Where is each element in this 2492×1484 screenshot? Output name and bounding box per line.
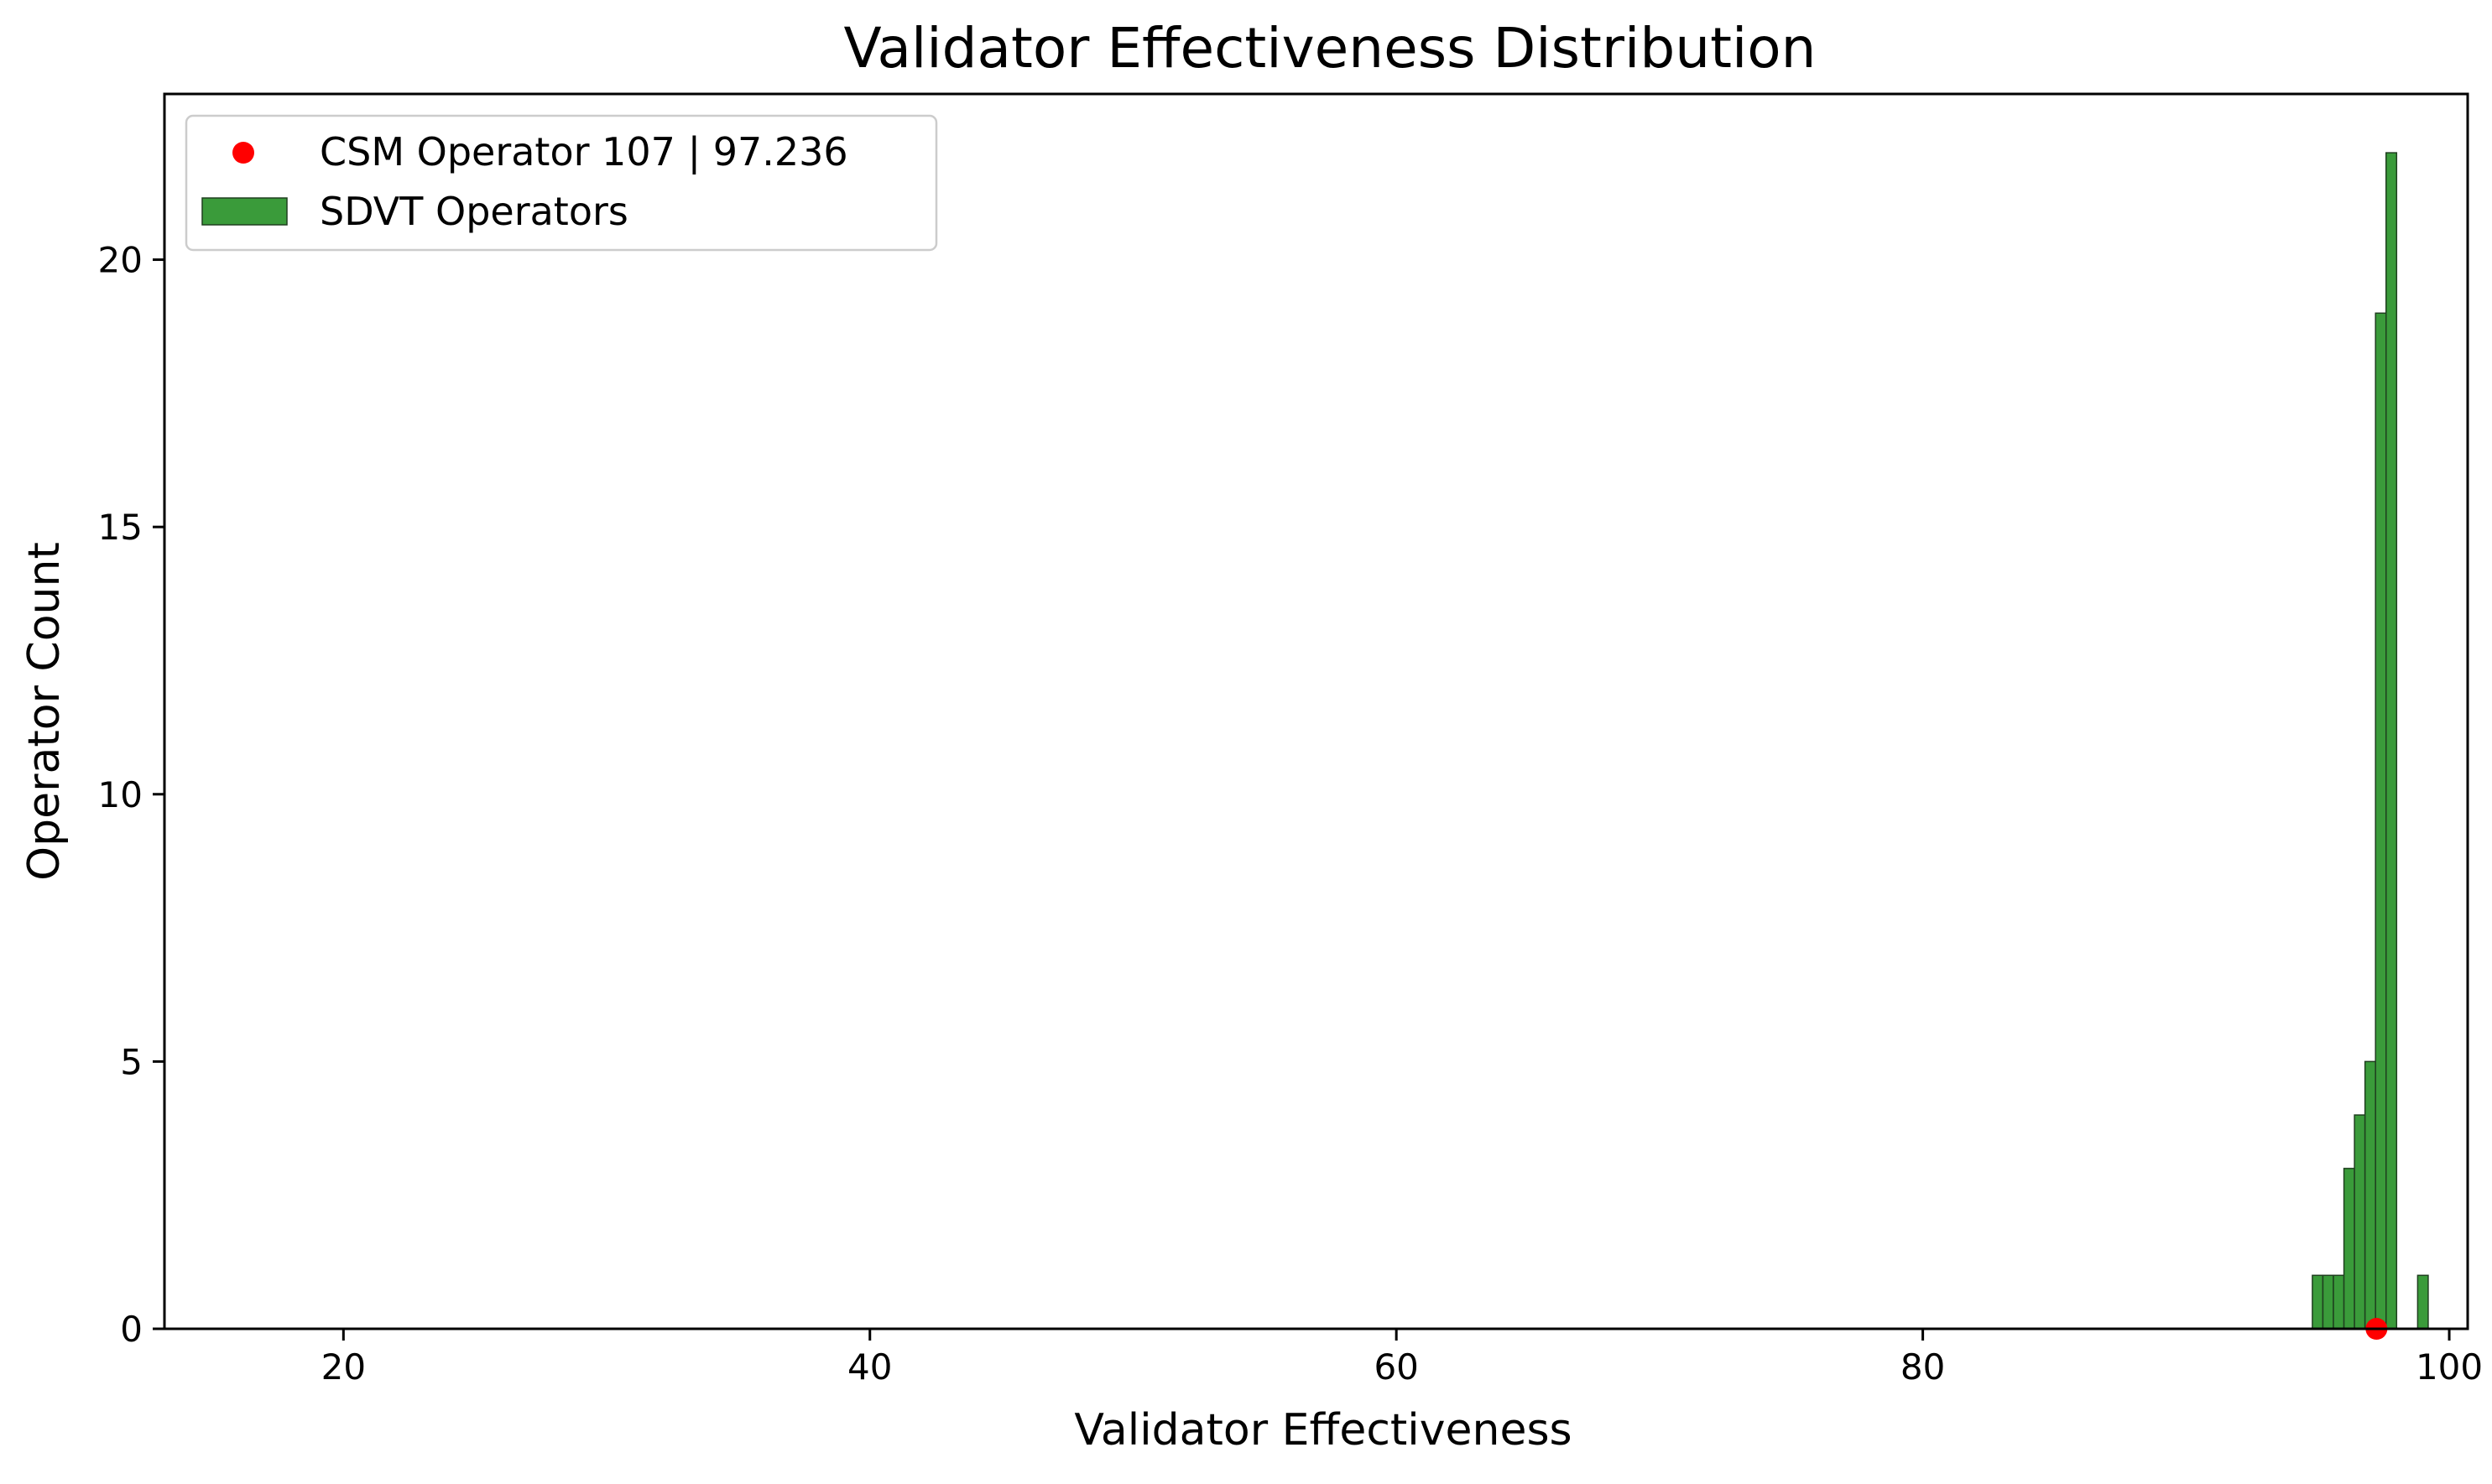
- x-tick-label: 20: [321, 1346, 366, 1388]
- y-tick-label: 0: [120, 1309, 143, 1350]
- histogram-bar: [2322, 1274, 2334, 1330]
- plot-area: [2312, 152, 2429, 1340]
- x-axis: 20 40 60 80 100: [321, 1329, 2483, 1388]
- histogram-bar: [2416, 1274, 2429, 1330]
- plot-frame: [163, 92, 2469, 1330]
- x-tick-label: 100: [2416, 1346, 2483, 1388]
- histogram-bar: [2375, 312, 2387, 1330]
- y-tick-label: 15: [98, 507, 143, 548]
- y-tick-label: 20: [98, 240, 143, 281]
- legend-marker-csm-operator: [232, 142, 254, 164]
- histogram-bar: [2364, 1060, 2376, 1330]
- y-axis-label: Operator Count: [19, 542, 70, 881]
- x-tick-label: 40: [847, 1346, 892, 1388]
- histogram-bar: [2333, 1274, 2345, 1330]
- legend: CSM Operator 107 | 97.236 SDVT Operators: [185, 114, 938, 252]
- legend-frame: [185, 114, 938, 252]
- y-tick-label: 5: [120, 1041, 143, 1082]
- y-axis: 0 5 10 15 20: [98, 240, 164, 1350]
- legend-label-csm-operator: CSM Operator 107 | 97.236: [320, 129, 848, 175]
- x-tick-label: 60: [1374, 1346, 1418, 1388]
- x-tick-label: 80: [1900, 1346, 1945, 1388]
- legend-label-sdvt-operators: SDVT Operators: [320, 189, 628, 234]
- histogram-bar: [2312, 1274, 2324, 1330]
- chart-title: Validator Effectiveness Distribution: [843, 16, 1816, 81]
- legend-swatch-sdvt-operators: [201, 197, 288, 226]
- histogram-bar: [2385, 152, 2398, 1330]
- histogram-bar: [2343, 1168, 2355, 1330]
- x-axis-label: Validator Effectiveness: [1074, 1405, 1572, 1455]
- histogram-bar: [2354, 1114, 2366, 1330]
- y-tick-label: 10: [98, 774, 143, 815]
